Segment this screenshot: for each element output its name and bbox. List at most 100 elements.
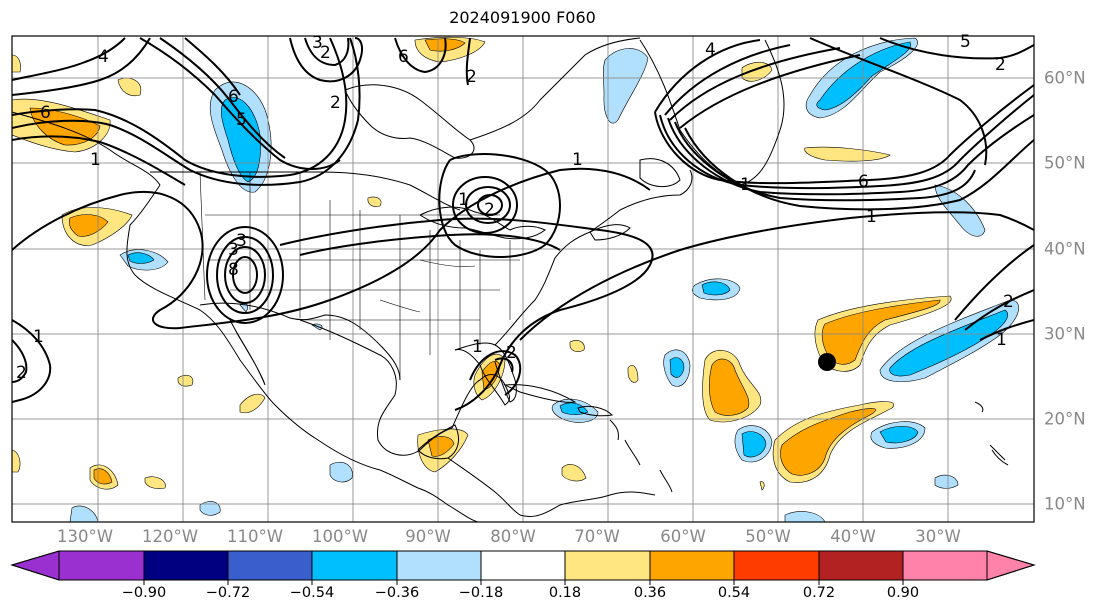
map-frame xyxy=(11,35,1035,523)
contour-label: 2 xyxy=(466,67,477,87)
baja-peninsula xyxy=(229,319,266,386)
longitude-label: 130°W xyxy=(56,527,114,546)
florida xyxy=(454,342,517,403)
colorbar-swatch xyxy=(311,550,398,581)
colorbar-tick-label: −0.36 xyxy=(374,585,420,601)
neg-anomaly-region xyxy=(669,357,685,378)
longitude-label: 80°W xyxy=(490,527,536,546)
contour-label: 5 xyxy=(236,110,247,130)
colorbar-tick-label: 0.36 xyxy=(633,585,667,601)
colorbar-swatch xyxy=(58,550,145,581)
colorbar-swatch xyxy=(902,550,988,581)
contour-label: 2 xyxy=(330,93,341,113)
contour-label: 6 xyxy=(40,103,51,123)
pos-anomaly-region xyxy=(759,481,765,491)
us-mexico-border xyxy=(199,302,401,381)
longitude-label: 120°W xyxy=(141,527,199,546)
colorbar-swatch xyxy=(396,550,482,581)
colorbar-swatch xyxy=(227,550,313,581)
contour-label: 1 xyxy=(740,175,751,195)
colorbar-swatch xyxy=(986,550,1036,581)
contour-label: 8 xyxy=(228,260,239,280)
contour-label: 1 xyxy=(472,337,483,357)
neg-anomaly-region xyxy=(934,184,986,237)
contour-label: 1 xyxy=(996,330,1007,350)
colorbar-tick-label: 0.72 xyxy=(802,585,836,601)
neg-anomaly-region xyxy=(741,431,767,458)
neg-anomaly-region xyxy=(199,501,221,516)
hudson-bay xyxy=(344,84,475,159)
neg-anomaly-region xyxy=(127,252,155,264)
pos-anomaly-region xyxy=(367,196,382,207)
pos-anomaly-region xyxy=(427,436,455,457)
pos-anomaly-region xyxy=(12,54,21,73)
contour-label: 1 xyxy=(572,150,583,170)
pos-anomaly-region xyxy=(117,77,142,97)
latitude-label: 20°N xyxy=(1044,409,1086,429)
contour-label: 6 xyxy=(398,47,409,67)
pos-anomaly-region xyxy=(780,408,876,476)
anomaly-shading xyxy=(12,36,1019,522)
hispaniola xyxy=(577,405,614,417)
yucatan xyxy=(417,424,459,460)
contour-label: 1 xyxy=(33,327,44,347)
newfoundland xyxy=(639,158,681,187)
neg-anomaly-region xyxy=(816,41,912,111)
caribbean-islands xyxy=(609,401,1009,493)
colorbar-swatch xyxy=(564,550,651,581)
contour-label: 2 xyxy=(506,343,517,363)
contour-label: 2 xyxy=(1003,292,1014,312)
storm-position-marker xyxy=(818,353,836,371)
longitude-label: 70°W xyxy=(574,527,620,546)
map-title: 2024091900 F060 xyxy=(449,8,596,27)
contour-label: 1 xyxy=(90,150,101,170)
pos-anomaly-region xyxy=(569,340,585,352)
pos-anomaly-region xyxy=(804,146,891,162)
neg-anomaly-region xyxy=(559,402,589,415)
contour-lines xyxy=(12,37,1034,411)
colorbar-swatch xyxy=(143,550,229,581)
colorbar-tick-label: 0.18 xyxy=(548,585,582,601)
colorbar-tick-label: −0.18 xyxy=(458,585,504,601)
graticule xyxy=(12,36,1034,522)
contour-label: 5 xyxy=(960,32,971,52)
longitude-label: 100°W xyxy=(311,527,369,546)
nova-scotia xyxy=(589,224,631,241)
coastlines xyxy=(12,37,1009,522)
colorbar-swatch xyxy=(649,550,735,581)
contour-label: 2 xyxy=(484,200,495,220)
neg-anomaly-region xyxy=(934,474,959,489)
colorbar xyxy=(10,550,1036,585)
pos-anomaly-region xyxy=(144,476,166,489)
neg-anomaly-region xyxy=(603,48,649,124)
longitude-label: 30°W xyxy=(915,527,961,546)
neg-anomaly-region xyxy=(784,511,826,522)
neg-anomaly-region xyxy=(879,426,919,444)
neg-anomaly-region xyxy=(69,505,99,522)
latitude-label: 50°N xyxy=(1044,153,1086,173)
contour-label: 3 xyxy=(228,240,239,260)
contour-label: 1 xyxy=(458,190,469,210)
latitude-label: 40°N xyxy=(1044,239,1086,259)
east-coast xyxy=(494,169,693,346)
north-america-west-coast xyxy=(12,111,479,522)
pos-anomaly-region xyxy=(627,365,639,383)
pos-anomaly-region xyxy=(12,449,21,473)
colorbar-swatch xyxy=(10,550,60,581)
colorbar-tick-label: −0.90 xyxy=(121,585,167,601)
pos-anomaly-region xyxy=(177,374,194,387)
colorbar-tick-label: 0.90 xyxy=(886,585,920,601)
contour-label: 4 xyxy=(705,40,716,60)
labrador-coast xyxy=(469,37,641,141)
lake-outlines xyxy=(379,259,476,313)
pos-anomaly-region xyxy=(709,358,750,416)
longitude-label: 50°W xyxy=(745,527,791,546)
contour-label: 2 xyxy=(320,43,331,63)
cuba xyxy=(503,384,577,403)
colorbar-tick-label: −0.54 xyxy=(289,585,335,601)
pos-anomaly-region xyxy=(239,393,266,414)
colorbar-swatch xyxy=(480,550,566,581)
longitude-label: 40°W xyxy=(830,527,876,546)
gulf-coast xyxy=(299,319,510,456)
